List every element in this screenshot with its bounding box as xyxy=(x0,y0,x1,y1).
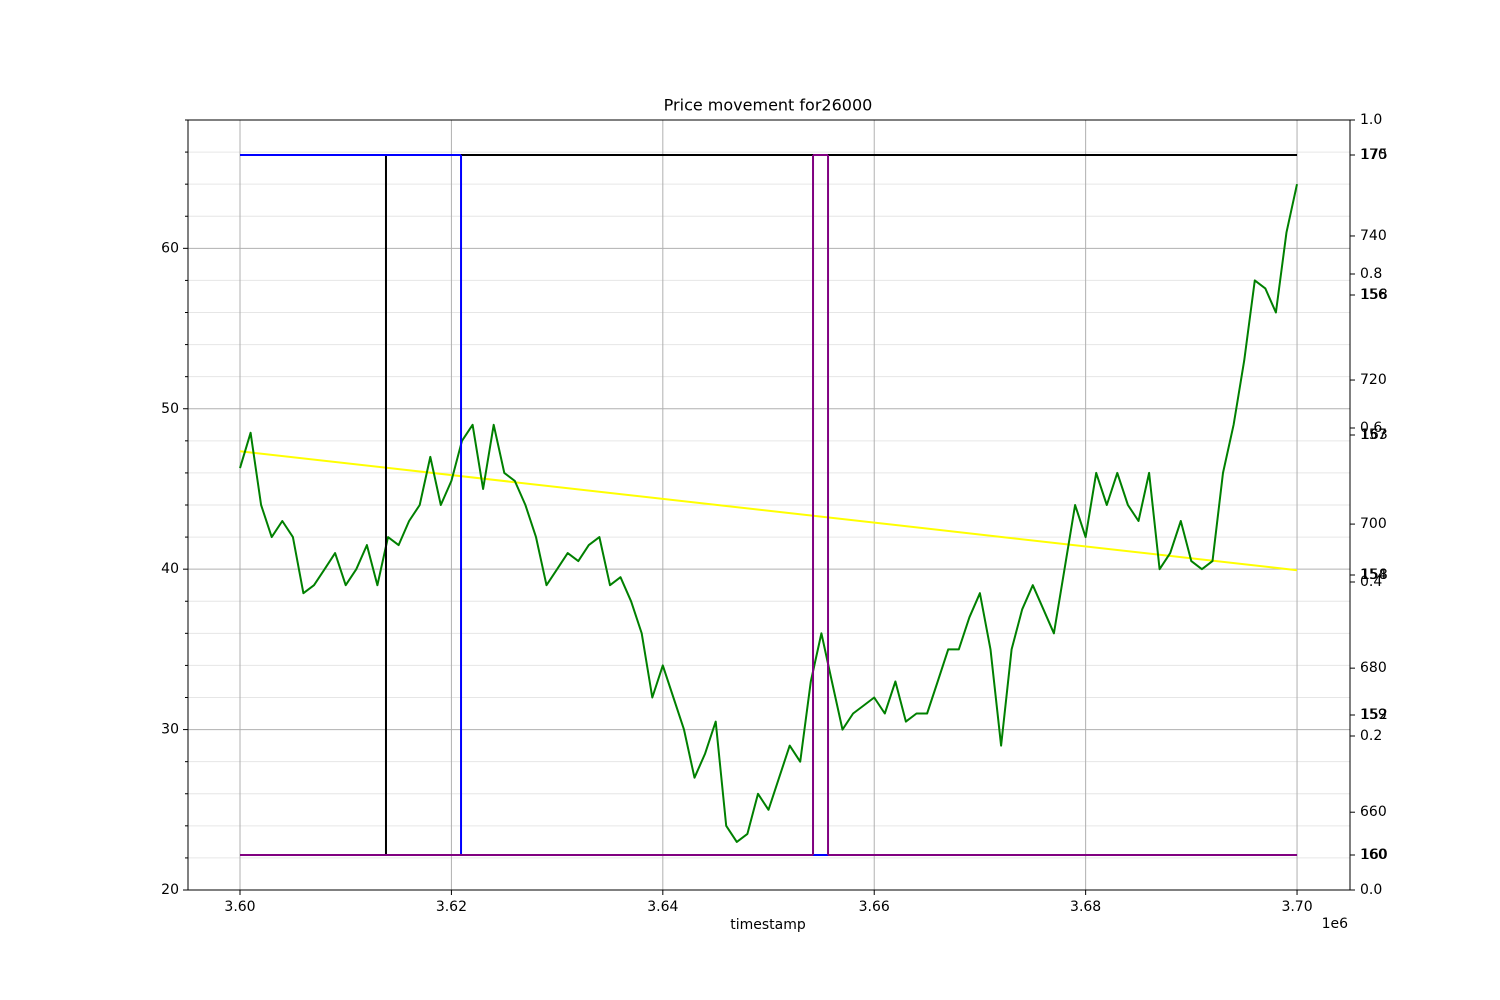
y-right-tick-label: 0.2 xyxy=(1360,728,1382,744)
y-right-tick-label: 0.0 xyxy=(1360,882,1382,898)
x-tick-label: 3.64 xyxy=(647,899,678,915)
y-right-tick-label: 1.0 xyxy=(1360,112,1382,128)
y-right-tick-label: 152 xyxy=(1361,707,1388,723)
x-tick-label: 3.60 xyxy=(224,899,255,915)
y-right-tick-label: 160 xyxy=(1361,847,1388,863)
y-right-tick-label: 154 xyxy=(1360,567,1387,583)
chart-title: Price movement for26000 xyxy=(664,96,873,115)
y-right-tick-label: 0.8 xyxy=(1360,266,1382,282)
y-right-tick-label: 700 xyxy=(1360,516,1387,532)
y-right-tick-label: 680 xyxy=(1360,660,1387,676)
y-tick-label: 30 xyxy=(161,722,179,738)
y-right-tick-label: 160 xyxy=(1360,847,1387,863)
y-right-tick-label: 157 xyxy=(1360,427,1387,443)
y-tick-label: 20 xyxy=(161,882,179,898)
y-right-tick-label: 158 xyxy=(1361,287,1388,303)
x-tick-label: 3.62 xyxy=(436,899,467,915)
x-offset-label: 1e6 xyxy=(1322,916,1349,932)
x-axis-label: timestamp xyxy=(730,917,806,933)
x-tick-label: 3.70 xyxy=(1281,899,1312,915)
y-right-tick-label: 158 xyxy=(1361,567,1388,583)
y-right-tick-label: 0.4 xyxy=(1360,574,1382,590)
y-right-tick-label: 720 xyxy=(1360,372,1387,388)
y-tick-label: 40 xyxy=(161,561,179,577)
price-line xyxy=(239,183,1298,843)
y-right-tick-label: 163 xyxy=(1361,427,1388,443)
x-tick-label: 3.66 xyxy=(859,899,890,915)
y-right-tick-label: 170 xyxy=(1360,147,1387,163)
y-tick-label: 50 xyxy=(161,401,179,417)
price-line xyxy=(239,450,1298,572)
x-tick-label: 3.68 xyxy=(1070,899,1101,915)
plot-frame xyxy=(187,119,1351,891)
y-right-tick-label: 175 xyxy=(1361,147,1388,163)
y-right-tick-label: 660 xyxy=(1360,804,1387,820)
y-right-tick-label: 156 xyxy=(1360,287,1387,303)
y-tick-label: 60 xyxy=(161,240,179,256)
y-right-tick-label: 159 xyxy=(1360,707,1387,723)
y-right-tick-label: 0.6 xyxy=(1360,420,1382,436)
y-right-tick-label: 740 xyxy=(1360,228,1387,244)
